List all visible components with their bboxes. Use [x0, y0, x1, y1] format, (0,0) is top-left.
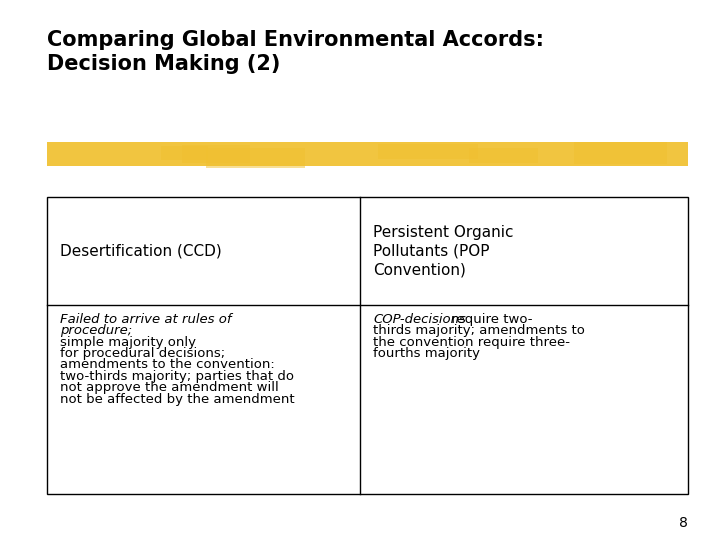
- Text: for procedural decisions;: for procedural decisions;: [60, 347, 225, 360]
- Bar: [181, 145, 250, 163]
- Bar: [469, 148, 539, 164]
- Text: Failed to arrive at rules of: Failed to arrive at rules of: [60, 313, 231, 326]
- Text: procedure;: procedure;: [60, 325, 132, 338]
- Text: Comparing Global Environmental Accords:
Decision Making (2): Comparing Global Environmental Accords: …: [47, 30, 544, 73]
- Text: fourths majority: fourths majority: [373, 347, 480, 360]
- Text: simple majority only: simple majority only: [60, 336, 196, 349]
- Text: the convention require three-: the convention require three-: [373, 336, 570, 349]
- Bar: [206, 148, 305, 168]
- Text: not be affected by the amendment: not be affected by the amendment: [60, 393, 294, 406]
- Bar: [161, 146, 208, 160]
- Bar: [47, 142, 688, 166]
- Text: require two-: require two-: [447, 313, 533, 326]
- Text: COP-decisions: COP-decisions: [373, 313, 466, 326]
- Text: 8: 8: [679, 516, 688, 530]
- Text: amendments to the convention:: amendments to the convention:: [60, 359, 274, 372]
- Text: thirds majority; amendments to: thirds majority; amendments to: [373, 325, 585, 338]
- Text: Desertification (CCD): Desertification (CCD): [60, 244, 222, 259]
- Text: two-thirds majority; parties that do: two-thirds majority; parties that do: [60, 370, 294, 383]
- Bar: [47, 197, 688, 494]
- Text: not approve the amendment will: not approve the amendment will: [60, 381, 279, 394]
- Bar: [574, 142, 667, 164]
- Text: Persistent Organic
Pollutants (POP
Convention): Persistent Organic Pollutants (POP Conve…: [373, 225, 513, 277]
- Bar: [377, 144, 478, 159]
